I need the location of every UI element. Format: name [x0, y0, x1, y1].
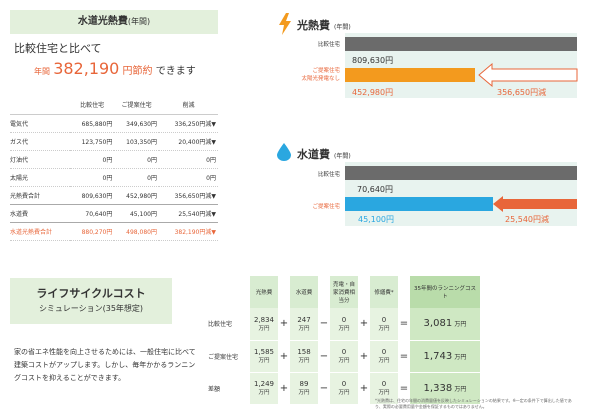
water-compare-label: 比較住宅 — [317, 172, 340, 178]
utility-cost-title: 水道光熱費(年間) — [10, 10, 218, 34]
water-cost-title: 水道費 (年間) — [297, 148, 351, 161]
energy-compare-value: 809,630円 — [352, 56, 394, 65]
lightning-icon — [279, 13, 291, 35]
table-row: ガス代 123,750円 103,350円 20,400円減▼ — [10, 132, 218, 151]
table-row: ご提案住宅 1,585 万円 + 158 万円 − 0 万円 + 0 万円 = 1,743 万円 — [208, 340, 480, 373]
water-drop-icon — [277, 143, 291, 161]
table-row: 水道光熱費合計 880,270円 498,080円 382,190円減▼ — [10, 222, 218, 241]
saving-amount: 382,190 — [53, 59, 120, 78]
lifecycle-note: *光熱費は、住宅の年間の消費量値を反映したシミュレーションの結果です。※一定の条… — [375, 398, 572, 409]
water-proposed-label: ご提案住宅 — [312, 204, 340, 210]
compare-text: 比較住宅と比べて — [14, 42, 102, 55]
energy-proposed-sublabel: 太陽光発電なし — [301, 76, 340, 82]
table-row: 比較住宅 2,834 万円 + 247 万円 − 0 万円 + 0 万円 = 3,081 万円 — [208, 308, 480, 341]
cost-comparison-table: 比較住宅 ご提案住宅 削減 電気代 685,880円 349,630円 336,250… — [10, 96, 218, 241]
water-compare-bar — [345, 166, 577, 180]
water-compare-value: 70,640円 — [357, 185, 393, 194]
water-proposed-value: 45,100円 — [358, 215, 394, 224]
annual-saving: 年間 382,190 円節約 できます — [34, 59, 196, 78]
energy-compare-label: 比較住宅 — [317, 42, 340, 48]
lifecycle-table: 光熱費 水道費 売電・自家消費相当分 修繕費* 35年間のランニングコスト 比較… — [208, 276, 480, 405]
table-row: 電気代 685,880円 349,630円 336,250円減▼ — [10, 114, 218, 133]
lifecycle-description: 家の省エネ性能を向上させるためには、一般住宅に比べて建築コストがアップします。し… — [14, 348, 196, 382]
water-proposed-bar — [345, 197, 494, 211]
energy-compare-bar — [345, 37, 577, 51]
lifecycle-cost-title: ライフサイクルコスト シミュレーション(35年想定) — [10, 278, 172, 324]
energy-cost-title: 光熱費 (年間) — [297, 19, 351, 32]
water-reduction-value: 25,540円減 — [505, 215, 549, 224]
energy-proposed-bar — [345, 68, 475, 82]
table-row: 光熱費合計 809,630円 452,980円 356,650円減▼ — [10, 186, 218, 205]
energy-proposed-value: 452,980円 — [352, 88, 394, 97]
energy-proposed-label: ご提案住宅 — [312, 68, 340, 74]
table-row: 灯油代 0円 0円 0円 — [10, 150, 218, 169]
energy-reduction-value: 356,650円減 — [497, 88, 547, 97]
table-row: 差額 1,249 万円 + 89 万円 − 0 万円 + 0 万円 = 1,338 万円 — [208, 372, 480, 405]
table-row: 水道費 70,640円 45,100円 25,540円減▼ — [10, 204, 218, 223]
water-reduction-arrow — [493, 196, 577, 212]
energy-reduction-arrow — [478, 63, 578, 87]
table-row: 太陽光 0円 0円 0円 — [10, 168, 218, 187]
